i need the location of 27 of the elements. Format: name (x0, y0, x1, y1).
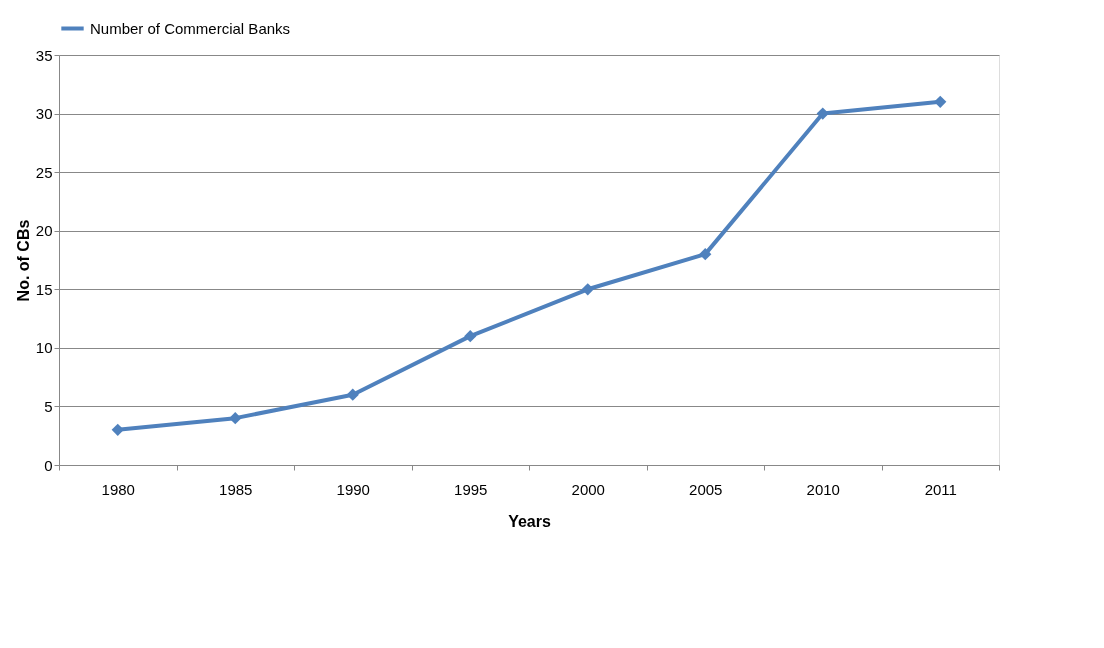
x-tick-label: 2011 (924, 480, 957, 498)
x-tick-label: 2005 (689, 480, 723, 498)
point (346, 388, 359, 401)
point (464, 330, 477, 343)
y-tick-label: 10 (35, 339, 53, 357)
y-tick-label: 15 (35, 280, 53, 298)
x-tick-label: 1985 (219, 480, 253, 498)
y-tick-label: 0 (44, 456, 53, 474)
x-tick-label: 2000 (571, 480, 605, 498)
x-tick-label: 2010 (806, 480, 840, 498)
x-tick-label: 1990 (336, 480, 370, 498)
point (581, 283, 594, 296)
point (816, 107, 829, 120)
legend-label: Number of Commercial Banks (90, 19, 291, 37)
y-tick-label: 20 (35, 222, 53, 240)
y-tick-label: 25 (35, 163, 53, 181)
y-tick-label: 5 (44, 397, 53, 415)
point (699, 248, 712, 261)
point (229, 412, 242, 425)
y-axis-title: No. of CBs (14, 219, 32, 302)
x-tick-label: 1995 (454, 480, 488, 498)
x-axis-title: Years (508, 512, 551, 530)
point (111, 423, 124, 436)
point (934, 95, 947, 108)
y-tick-label: 30 (35, 105, 53, 123)
y-tick-label: 35 (35, 46, 53, 64)
x-tick-label: 1980 (101, 480, 135, 498)
